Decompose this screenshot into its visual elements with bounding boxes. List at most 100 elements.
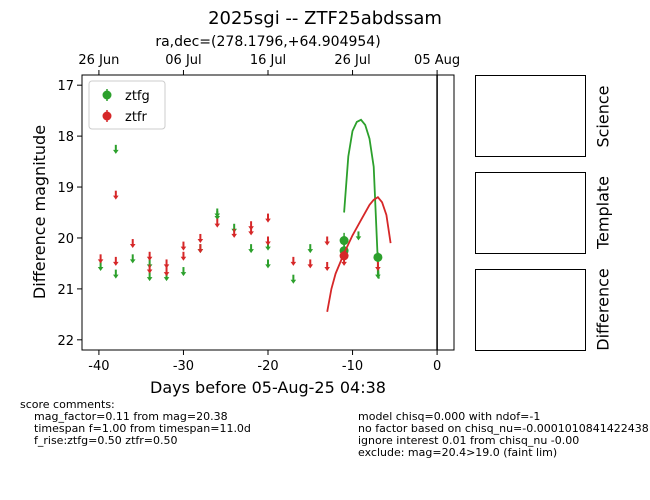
detection-point [373, 252, 383, 262]
x-tick-label: -20 [257, 359, 278, 374]
upper-limit-marker [113, 256, 119, 266]
upper-limit-head [324, 241, 330, 246]
upper-limit-marker [163, 259, 170, 269]
score-comments-right: model chisq=0.000 with ndof=-1 no factor… [358, 411, 649, 459]
model-curve-ztfg [343, 118, 380, 279]
x-tick-label: -10 [342, 359, 363, 374]
comment-line: model chisq=0.000 with ndof=-1 [358, 410, 541, 423]
upper-limit-head [163, 272, 170, 277]
upper-limit-marker [324, 236, 330, 246]
upper-limit-marker [113, 190, 119, 200]
upper-limit-marker [290, 256, 297, 266]
upper-limit-head [180, 256, 187, 261]
upper-limit-head [214, 223, 221, 228]
upper-limit-head [146, 269, 153, 274]
x-axis-label: Days before 05-Aug-25 04:38 [150, 378, 386, 397]
upper-limit-marker [265, 236, 271, 246]
upper-limit-marker [146, 264, 153, 274]
upper-limit-head [265, 241, 271, 246]
template-panel [475, 172, 586, 254]
upper-limit-marker [197, 244, 204, 254]
y-axis-label: Difference magnitude [30, 124, 49, 300]
y-tick-label: 17 [57, 79, 74, 94]
science-panel-label: Science [593, 85, 613, 148]
upper-limit-marker [180, 251, 187, 261]
detection-point [339, 251, 349, 261]
upper-limit-head [113, 261, 119, 266]
upper-limit-head [248, 231, 254, 236]
upper-limit-marker [129, 254, 136, 264]
upper-limit-head [341, 261, 347, 266]
upper-limit-marker [231, 228, 237, 238]
comment-line: ignore interest 0.01 from chisq_nu -0.00 [358, 434, 580, 447]
upper-limit-marker [324, 261, 330, 271]
upper-limit-head [324, 266, 330, 271]
difference-panel [475, 269, 586, 351]
legend-label: ztfg [125, 89, 150, 104]
upper-limit-head [97, 259, 104, 264]
comment-line: exclude: mag=20.4>19.0 (faint lim) [358, 446, 558, 459]
y-tick-label: 21 [57, 283, 74, 298]
x-tick-label: -30 [173, 359, 194, 374]
upper-limit-marker [197, 233, 204, 243]
upper-limit-head [231, 233, 237, 238]
x-tick-label: 0 [433, 359, 441, 374]
model-curve-ztfr [326, 196, 392, 312]
science-panel [475, 75, 586, 157]
upper-limit-head [129, 259, 136, 264]
comment-line: mag_factor=0.11 from mag=20.38 [34, 410, 228, 423]
upper-limit-marker [214, 211, 221, 221]
upper-limit-marker [214, 218, 221, 228]
legend-marker [102, 111, 112, 121]
upper-limit-head [248, 249, 254, 254]
y-tick-label: 19 [57, 181, 74, 196]
upper-limit-head [113, 274, 119, 279]
upper-limit-marker [248, 226, 254, 236]
x-tick-label: -40 [88, 359, 109, 374]
top-tick-label: 26 Jul [334, 53, 370, 68]
comment-line: f_rise:ztfg=0.50 ztfr=0.50 [34, 434, 178, 447]
upper-limit-head [307, 249, 314, 254]
upper-limit-marker [248, 244, 254, 254]
upper-limit-head [375, 274, 381, 279]
top-tick-label: 26 Jun [78, 53, 119, 68]
comment-line: no factor based on chisq_nu=-0.000101084… [358, 422, 649, 435]
legend-label: ztfr [125, 110, 147, 125]
upper-limit-head [146, 277, 153, 282]
upper-limit-head [113, 195, 119, 200]
difference-panel-label: Difference [593, 268, 613, 351]
chart-subtitle: ra,dec=(278.1796,+64.904954) [155, 34, 381, 50]
upper-limit-marker [307, 259, 314, 269]
detection-point [339, 236, 349, 246]
upper-limit-head [197, 249, 204, 254]
upper-limit-marker [180, 241, 187, 251]
template-panel-label: Template [593, 176, 613, 250]
upper-limit-head [290, 279, 297, 284]
upper-limit-head [197, 238, 204, 243]
upper-limit-head [146, 256, 153, 261]
upper-limit-head [307, 264, 314, 269]
upper-limit-head [265, 246, 271, 251]
legend-marker [102, 90, 112, 100]
upper-limit-head [265, 264, 271, 269]
upper-limit-marker [146, 251, 153, 261]
upper-limit-head [355, 236, 362, 241]
upper-limit-head [375, 266, 381, 271]
y-tick-label: 18 [57, 130, 74, 145]
upper-limit-marker [163, 267, 170, 277]
upper-limit-marker [265, 213, 271, 223]
top-tick-label: 05 Aug [414, 53, 460, 68]
upper-limit-marker [180, 267, 187, 277]
upper-limit-marker [355, 231, 362, 241]
top-tick-label: 06 Jul [165, 53, 201, 68]
upper-limit-head [180, 272, 187, 277]
upper-limit-marker [375, 261, 381, 271]
comment-line: timespan f=1.00 from timespan=11.0d [34, 422, 251, 435]
upper-limit-marker [97, 254, 104, 264]
upper-limit-marker [307, 244, 314, 254]
upper-limit-head [265, 218, 271, 223]
score-comments-left: score comments: mag_factor=0.11 from mag… [20, 399, 251, 447]
chart-title: 2025sgi -- ZTF25abdssam [208, 8, 442, 29]
upper-limit-head [113, 149, 119, 154]
